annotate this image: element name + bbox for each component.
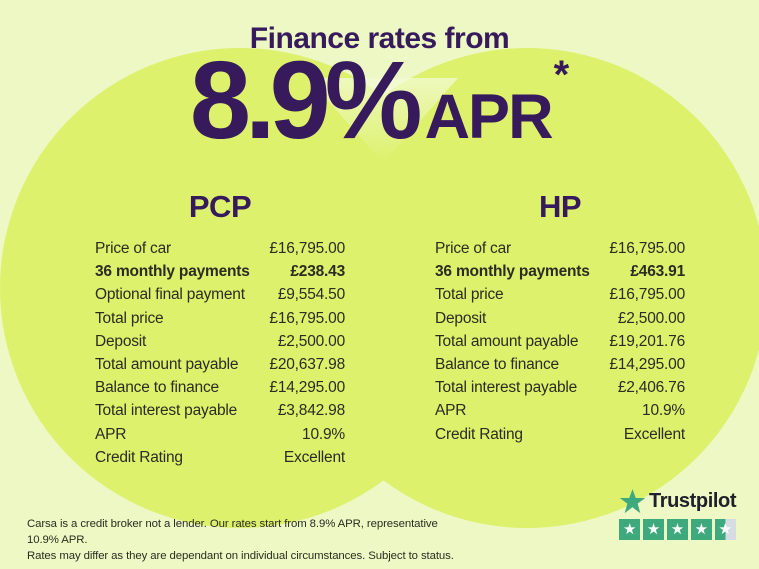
row-value: £463.91 [630,263,685,281]
row-label: Balance to finance [435,356,559,374]
row-value: £238.43 [290,263,345,281]
legal-disclaimer: Carsa is a credit broker not a lender. O… [27,517,467,564]
star-icon: ★ [670,520,685,539]
table-row: APR 10.9% [95,423,345,446]
table-row: 36 monthly payments £238.43 [95,260,345,283]
table-row: Total amount payable £20,637.98 [95,353,345,376]
row-value: £16,795.00 [269,309,345,327]
row-label: APR [435,402,467,420]
row-label: Deposit [95,332,147,350]
row-value: £14,295.00 [269,379,345,397]
row-label: APR [95,425,127,443]
trustpilot-rating-stars: ★ ★ ★ ★ ★ [619,519,741,541]
row-label: Total interest payable [95,402,238,420]
row-value: Excellent [623,425,685,443]
table-row: Deposit £2,500.00 [435,307,685,330]
table-row: Deposit £2,500.00 [95,330,345,353]
row-label: Total amount payable [95,356,239,374]
row-value: £2,500.00 [617,309,685,327]
table-row: Credit Rating Excellent [435,423,685,446]
table-row: Total interest payable £2,406.76 [435,376,685,399]
row-label: 36 monthly payments [435,263,590,281]
row-value: £2,500.00 [277,332,345,350]
row-value: £16,795.00 [269,240,345,257]
row-value: £3,842.98 [277,402,345,420]
pcp-heading: PCP [188,189,252,224]
row-value: 10.9% [302,425,345,443]
table-row: 36 monthly payments £463.91 [435,260,685,283]
table-row: Price of car £16,795.00 [435,237,685,260]
rating-star-box: ★ [642,519,665,541]
row-label: Balance to finance [95,379,219,397]
table-row: Credit Rating Excellent [95,446,345,469]
row-value: Excellent [283,448,345,466]
trustpilot-badge[interactable]: Trustpilot ★ ★ ★ ★ ★ [619,488,741,541]
table-row: APR 10.9% [435,399,685,422]
row-label: Total interest payable [435,379,578,397]
table-row: Total interest payable £3,842.98 [95,399,345,422]
row-label: Credit Rating [435,425,523,443]
row-value: 10.9% [642,402,685,420]
banner-title: Finance rates from [249,22,510,55]
trustpilot-logo-row: Trustpilot [619,488,741,515]
rating-star-box: ★ [690,519,713,541]
table-row: Total price £16,795.00 [95,307,345,330]
table-row: Total price £16,795.00 [435,283,685,306]
table-row: Optional final payment £9,554.50 [95,283,345,306]
row-value: £9,554.50 [277,286,345,304]
row-label: 36 monthly payments [95,263,250,281]
row-label: Total price [95,309,164,327]
table-row: Balance to finance £14,295.00 [95,376,345,399]
row-label: Optional final payment [95,286,245,304]
row-value: £14,295.00 [609,356,685,374]
row-label: Price of car [435,240,511,257]
row-label: Price of car [95,240,171,257]
trustpilot-star-icon [619,489,646,514]
headline-rate: 8.9% APR * [0,42,759,160]
hp-column: HP Price of car £16,795.00 36 monthly pay… [435,190,685,446]
star-icon: ★ [694,520,709,539]
star-icon: ★ [622,520,637,539]
rating-star-box: ★ [666,519,689,541]
row-value: £20,637.98 [269,356,345,374]
table-row: Balance to finance £14,295.00 [435,353,685,376]
table-row: Total amount payable £19,201.76 [435,330,685,353]
row-label: Total price [435,286,504,304]
star-icon: ★ [646,520,661,539]
row-value: £16,795.00 [609,286,685,304]
rating-star-box: ★ [619,519,641,541]
row-label: Total amount payable [435,332,579,350]
row-label: Deposit [435,309,487,327]
table-row: Price of car £16,795.00 [95,237,345,260]
apr-label: APR [424,82,554,152]
trustpilot-wordmark: Trustpilot [649,490,737,512]
star-icon: ★ [718,520,732,539]
rate-value: 8.9% [189,39,423,162]
rating-star-box: ★ [714,519,736,541]
row-value: £2,406.76 [617,379,685,397]
pcp-column: PCP Price of car £16,795.00 36 monthly pa… [95,190,345,469]
disclaimer-line-1: Carsa is a credit broker not a lender. O… [27,518,438,546]
row-value: £19,201.76 [609,332,685,350]
row-label: Credit Rating [95,448,183,466]
disclaimer-line-2: Rates may differ as they are dependant o… [27,549,454,562]
row-value: £16,795.00 [609,240,685,257]
footnote-asterisk: * [553,53,570,97]
hp-heading: HP [538,189,582,224]
